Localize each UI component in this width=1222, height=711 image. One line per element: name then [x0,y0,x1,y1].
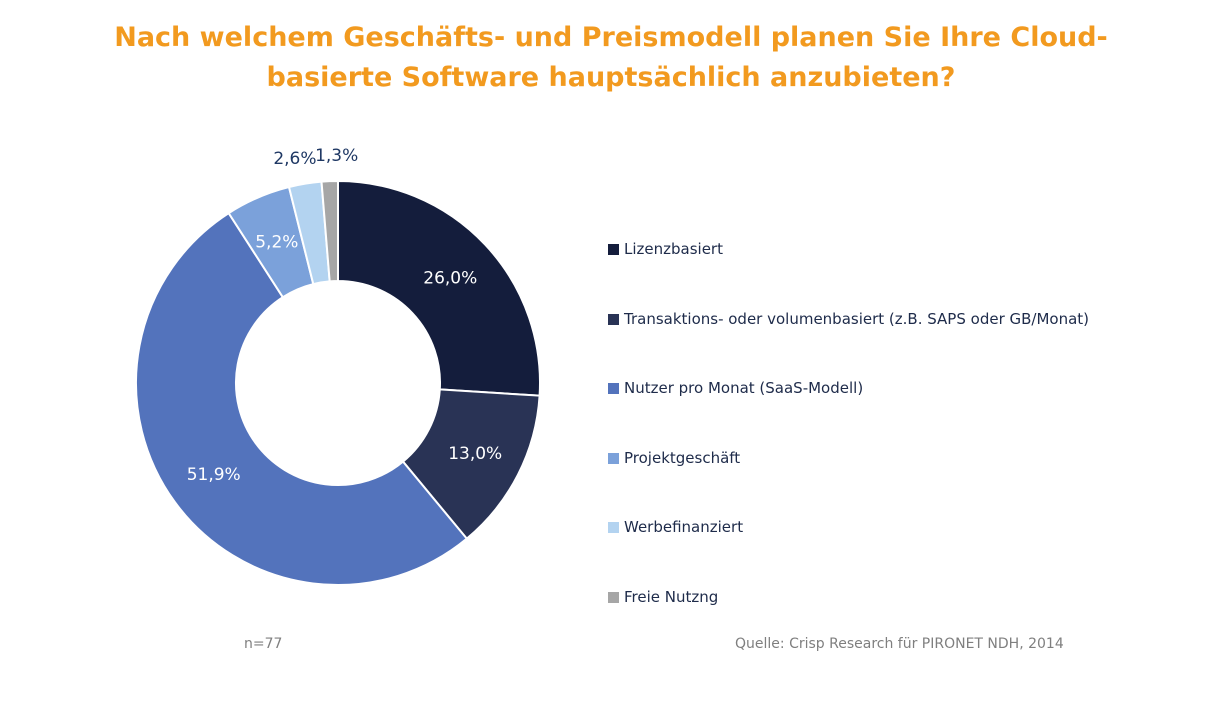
legend-label-4: Projektgeschäft [624,448,741,467]
slice-label-1: 26,0% [423,269,477,289]
legend-label-3: Nutzer pro Monat (SaaS-Modell) [624,379,864,397]
legend-label-5: Werbefinanziert [624,518,744,536]
slice-label-4: 5,2% [255,233,298,253]
legend-swatch-6 [608,591,619,603]
legend-swatch-5 [608,522,619,533]
slice-label-3: 51,9% [187,465,241,485]
legend-item-2: Transaktions- oder volumenbasiert (z.B. … [608,310,1089,328]
legend-swatch-2 [608,313,619,325]
legend-item-1: Lizenzbasiert [608,240,723,258]
chart-title-line-1: Nach welchem Geschäfts- und Preismodell … [114,22,1108,53]
slice-label-2: 13,0% [448,444,502,464]
legend-swatch-3 [608,383,619,394]
donut-slice-1 [337,179,541,397]
slice-label-5: 2,6% [273,149,316,169]
legend-item-3: Nutzer pro Monat (SaaS-Modell) [608,379,863,397]
chart-title: Nach welchem Geschäfts- und Preismodell … [0,18,1222,98]
donut-slice-3 [135,211,469,586]
sample-size-label: n=77 [244,636,283,652]
legend-item-6: Freie Nutzng [608,588,718,606]
legend-label-1: Lizenzbasiert [624,240,723,258]
source-label: Quelle: Crisp Research für PIRONET NDH, … [735,636,1064,652]
legend-swatch-4 [608,452,619,464]
legend-item-4: Projektgeschäft [608,449,740,467]
slice-label-6: 1,3% [315,146,358,166]
legend-swatch-1 [608,244,619,255]
chart-title-line-2: basierte Software hauptsächlich anzubiet… [266,62,956,93]
legend-label-6: Freie Nutzng [624,587,719,606]
donut-slice-6 [320,179,339,283]
legend-label-2: Transaktions- oder volumenbasiert (z.B. … [624,309,1090,328]
legend-item-5: Werbefinanziert [608,518,743,536]
